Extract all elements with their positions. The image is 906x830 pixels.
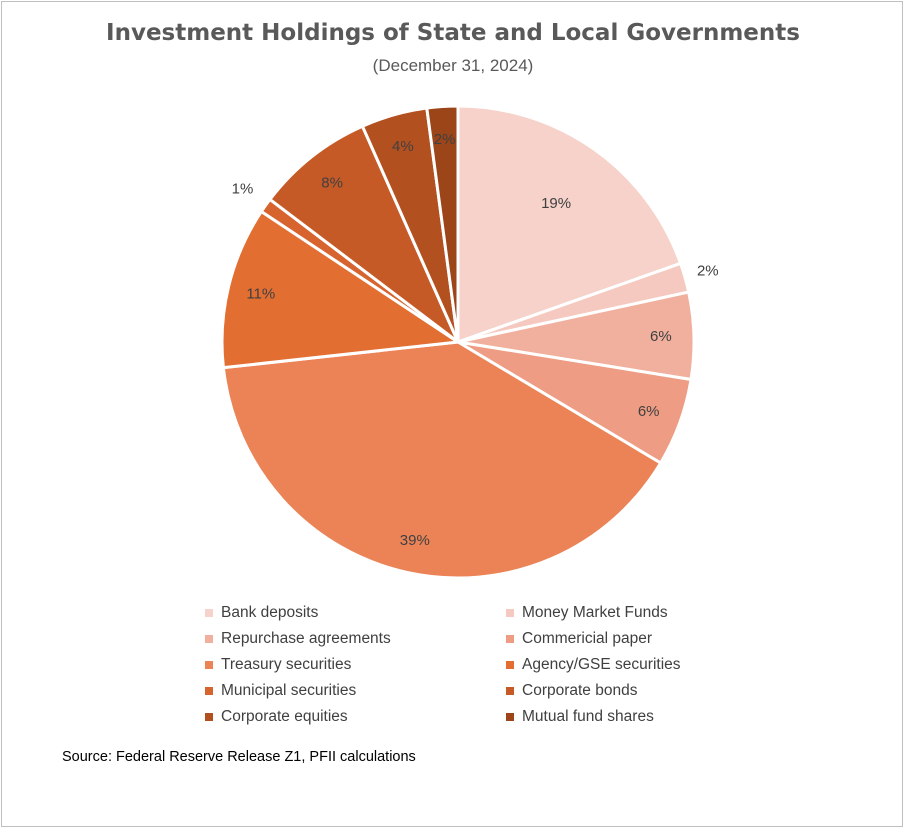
legend-item-commericial-paper: Commericial paper (506, 629, 725, 649)
legend-swatch (205, 635, 213, 643)
data-label-corporate-bonds: 8% (321, 174, 343, 191)
legend-label: Repurchase agreements (221, 630, 391, 647)
pie-slice-treasury-securities (221, 340, 663, 580)
pie-slice-agency-gse-securities (220, 210, 460, 370)
chart-title: Investment Holdings of State and Local G… (106, 20, 800, 46)
legend-label: Agency/GSE securities (522, 656, 681, 673)
legend-label: Money Market Funds (522, 604, 668, 621)
chart-legend: Bank deposits Money Market Funds Repurchas… (205, 603, 725, 727)
legend-label: Mutual fund shares (522, 708, 654, 725)
legend-swatch (205, 661, 213, 669)
legend-label: Corporate bonds (522, 682, 638, 699)
legend-swatch (506, 609, 514, 617)
legend-swatch (205, 609, 213, 617)
legend-label: Treasury securities (221, 656, 352, 673)
legend-item-bank-deposits: Bank deposits (205, 603, 506, 623)
chart-subtitle: (December 31, 2024) (372, 56, 534, 75)
data-label-agency-gse-securities: 11% (246, 286, 275, 303)
data-label-commericial-paper: 6% (638, 403, 660, 420)
pie-slice-mutual-fund-shares (425, 104, 460, 344)
legend-item-money-market-funds: Money Market Funds (506, 603, 725, 623)
legend-label: Corporate equities (221, 708, 348, 725)
data-label-repurchase-agreements: 6% (650, 328, 672, 345)
legend-label: Commericial paper (522, 630, 653, 647)
legend-swatch (506, 713, 514, 721)
legend-label: Bank deposits (221, 604, 319, 621)
legend-swatch (205, 713, 213, 721)
legend-swatch (506, 687, 514, 695)
legend-label: Municipal securities (221, 682, 357, 699)
source-note: Source: Federal Reserve Release Z1, PFII… (62, 749, 416, 765)
legend-item-repurchase-agreements: Repurchase agreements (205, 629, 506, 649)
legend-swatch (506, 661, 514, 669)
data-label-municipal-securities: 1% (232, 181, 254, 198)
legend-item-mutual-fund-shares: Mutual fund shares (506, 707, 725, 727)
data-label-corporate-equities: 4% (392, 138, 414, 155)
data-label-money-market-funds: 2% (697, 263, 719, 280)
data-label-bank-deposits: 19% (541, 195, 571, 212)
legend-item-municipal-securities: Municipal securities (205, 681, 506, 701)
pie-chart: 19% 2% 6% 6% 39% 11% 1% 8% 4% 2% (220, 104, 719, 580)
legend-item-treasury-securities: Treasury securities (205, 655, 506, 675)
legend-item-corporate-equities: Corporate equities (205, 707, 506, 727)
legend-item-agency-gse-securities: Agency/GSE securities (506, 655, 725, 675)
legend-item-corporate-bonds: Corporate bonds (506, 681, 725, 701)
pie-slices (220, 104, 696, 580)
pie-slice-corporate-bonds (268, 124, 460, 344)
data-label-treasury-securities: 39% (400, 532, 430, 549)
pie-data-labels: 19% 2% 6% 6% 39% 11% 1% 8% 4% 2% (232, 131, 719, 549)
data-label-mutual-fund-shares: 2% (434, 131, 456, 148)
legend-swatch (205, 687, 213, 695)
legend-swatch (506, 635, 514, 643)
